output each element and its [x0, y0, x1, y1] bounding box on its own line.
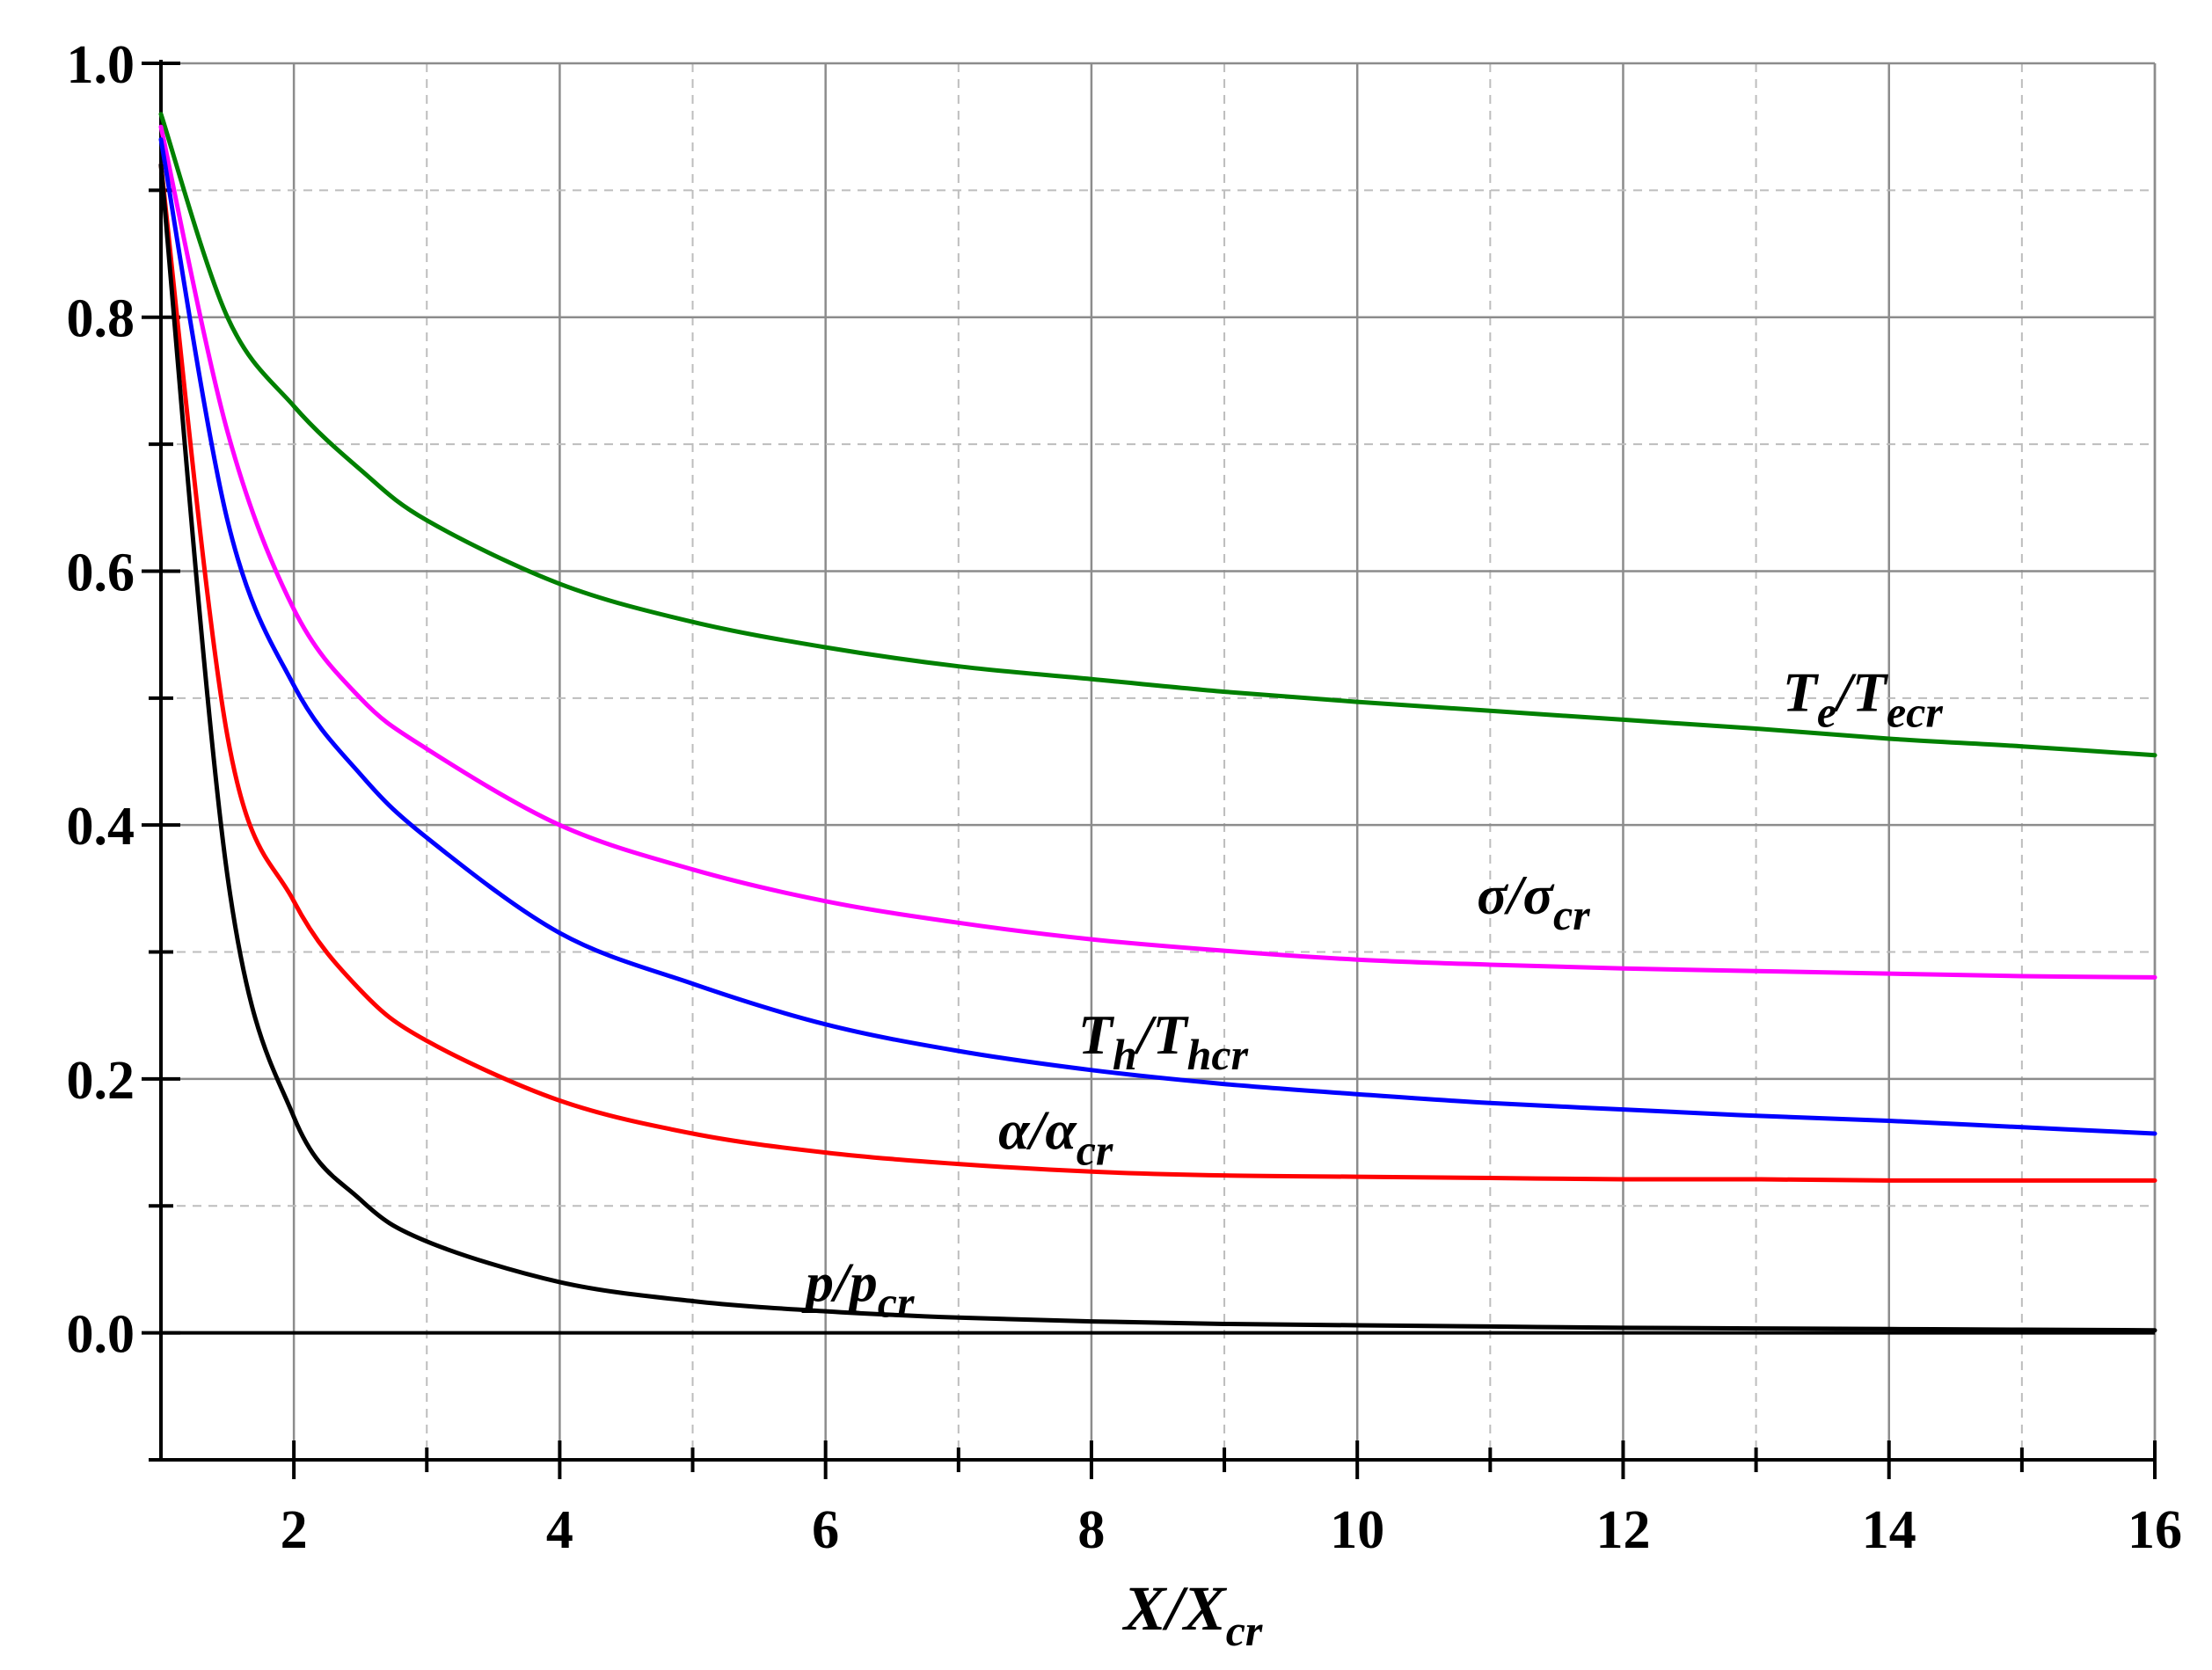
x-tick-label: 6	[812, 1500, 839, 1560]
y-tick-label: 0.6	[67, 543, 135, 602]
series-label-3: α/αcr	[998, 1098, 1113, 1174]
x-tick-label: 8	[1077, 1500, 1105, 1560]
series-label-1: σ/σcr	[1477, 864, 1590, 939]
x-axis-title-subscript: cr	[1226, 1606, 1263, 1655]
series-label-part: /T	[1134, 1003, 1190, 1066]
series-label-part: /T	[1833, 660, 1889, 723]
series-label-part: T	[1783, 660, 1820, 723]
x-tick-label: 10	[1330, 1500, 1384, 1560]
x-tick-label: 16	[2128, 1500, 2182, 1560]
series-line-4	[158, 163, 2157, 1333]
axes	[142, 60, 2157, 1479]
series-label-part: T	[1078, 1003, 1115, 1066]
series-label-part: ecr	[1887, 687, 1943, 736]
series-label-part: cr	[1553, 890, 1590, 939]
y-tick-label: 0.8	[67, 289, 135, 349]
series-label-part: h	[1113, 1030, 1137, 1079]
series-line-1	[158, 124, 2157, 980]
series-line-3	[158, 163, 2157, 1183]
series-label-4: p/pcr	[801, 1251, 915, 1327]
x-tick-label: 2	[281, 1500, 308, 1560]
x-tick-label: 4	[546, 1500, 573, 1560]
x-axis-title-main: X/X	[1122, 1573, 1228, 1644]
y-tick-label: 0.4	[67, 797, 135, 857]
series-line-2	[158, 137, 2157, 1136]
series-label-part: e	[1817, 687, 1836, 736]
series-label-part: cr	[878, 1278, 915, 1327]
x-axis-title: X/Xcr	[1122, 1573, 1263, 1655]
series-label-2: Th/Thcr	[1078, 1003, 1249, 1079]
series-label-part: σ/σ	[1477, 864, 1554, 926]
y-tick-label: 0.2	[67, 1051, 135, 1111]
y-tick-label: 1.0	[67, 35, 135, 95]
series-label-part: p/p	[801, 1251, 878, 1314]
series-line-0	[158, 112, 2157, 758]
series-label-0: Te/Tecr	[1783, 660, 1944, 736]
tick-labels: 2 4 6 8 10 12 14 16 0.0 0.2 0.4 0.6 0.8 1.0	[67, 35, 2183, 1560]
x-tick-label: 14	[1862, 1500, 1916, 1560]
y-tick-label: 0.0	[67, 1305, 135, 1365]
series-label-part: hcr	[1187, 1030, 1249, 1079]
x-tick-label: 12	[1595, 1500, 1650, 1560]
series-lines	[158, 112, 2157, 1333]
series-label-part: cr	[1077, 1125, 1113, 1174]
series-label-part: α/α	[998, 1098, 1077, 1161]
